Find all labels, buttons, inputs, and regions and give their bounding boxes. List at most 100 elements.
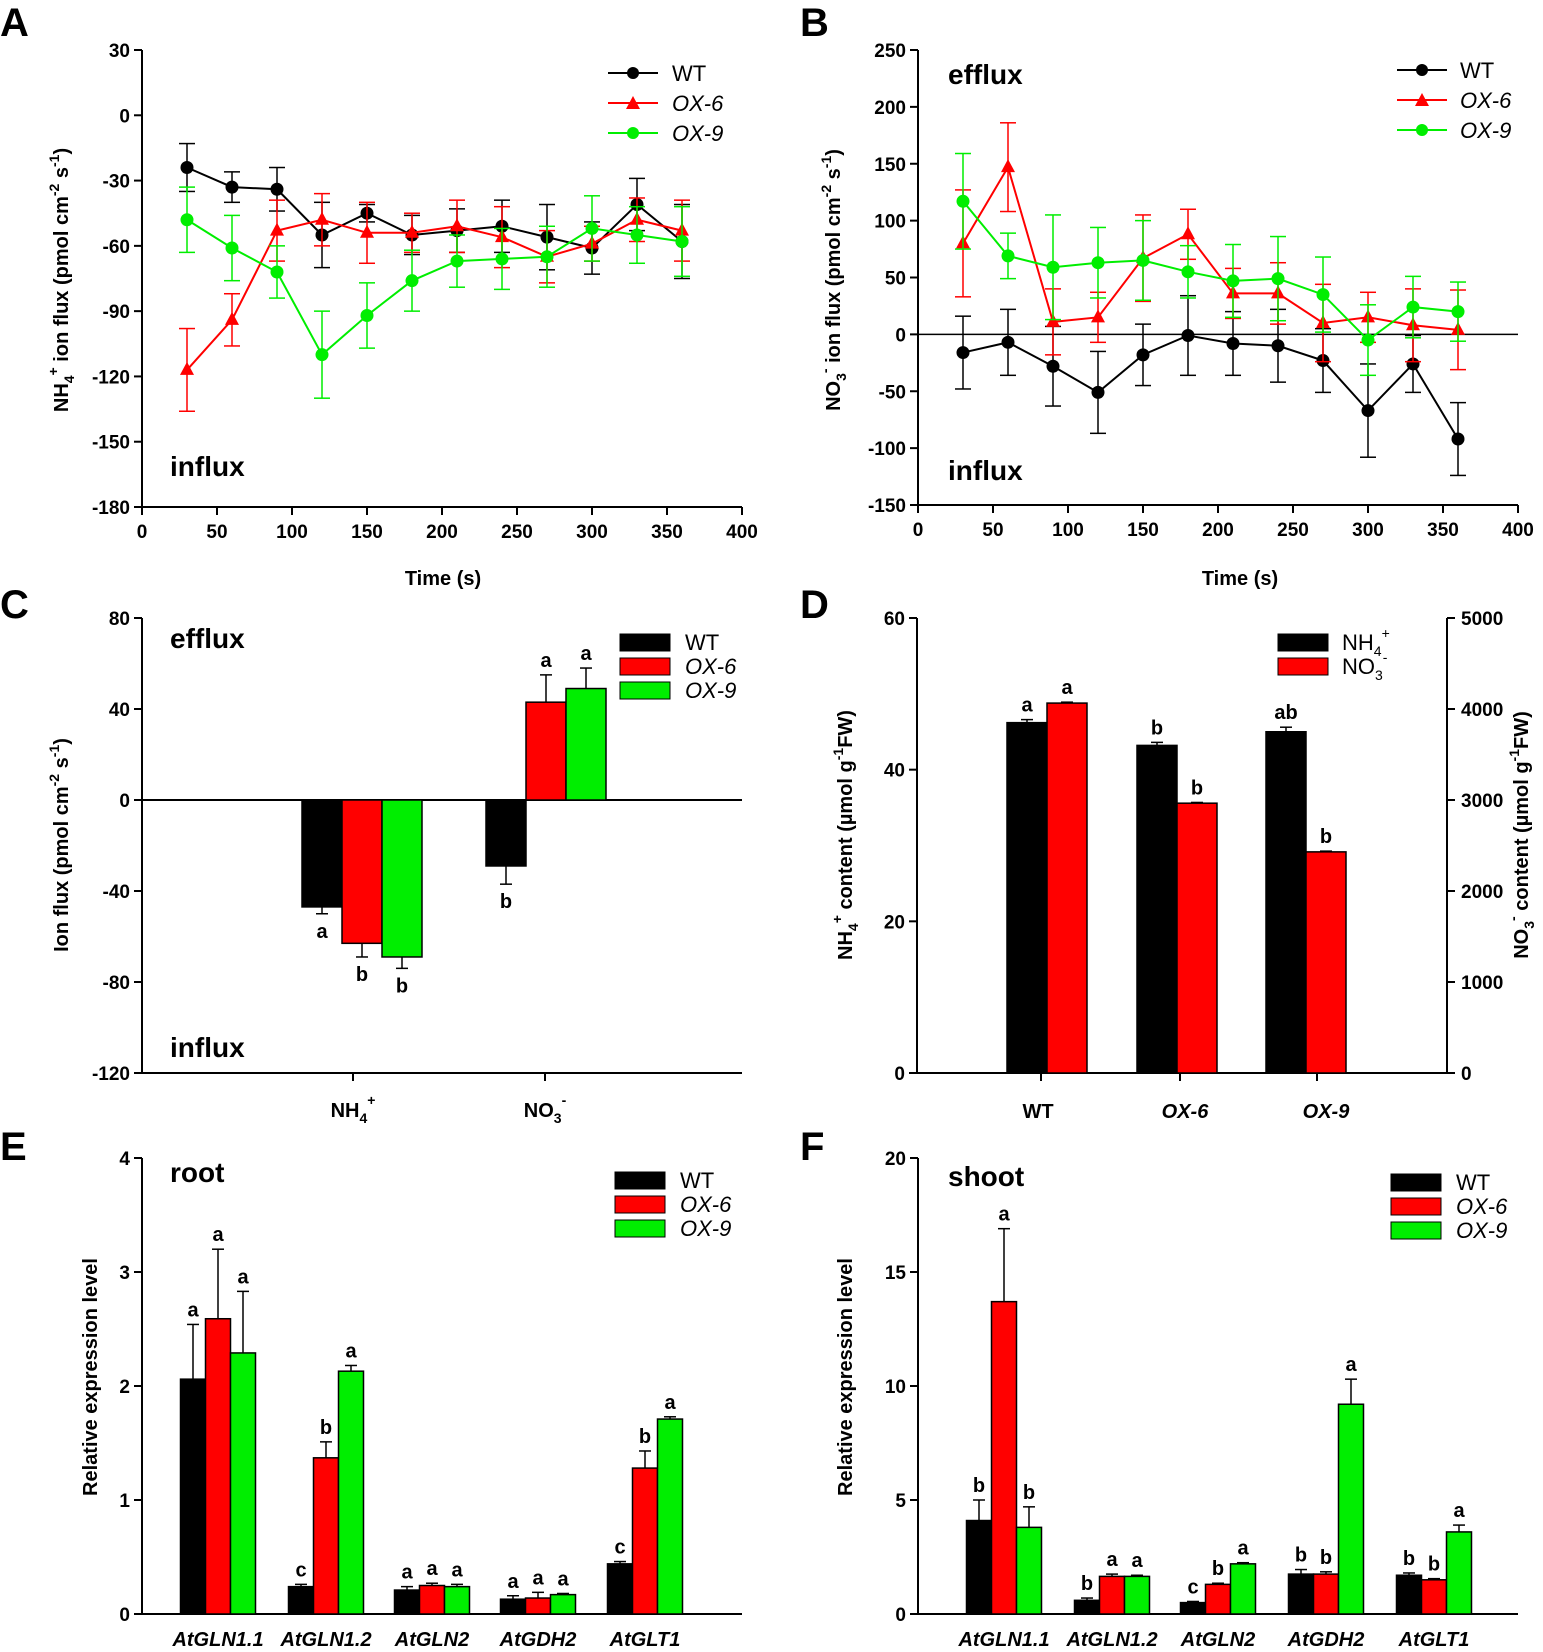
panel-a-series-ox-9-point (405, 274, 419, 288)
panel-b-xtick-label-200: 200 (1202, 520, 1234, 541)
panel-e-bar-atgdh2-wt-sig-label: a (507, 1571, 519, 1593)
panel-b-xtick-label-350: 350 (1427, 520, 1459, 541)
panel-e-bar-atgln1-1-ox-9-sig-label: a (237, 1266, 249, 1288)
panel-a-series-ox-9-point (360, 308, 374, 322)
panel-b-series-ox-9-point (1451, 305, 1465, 319)
panel-a-x-axis-title: Time (s) (405, 568, 481, 590)
panel-d-bar-wt-no3 (1046, 702, 1088, 1074)
panel-b-series-ox-9-line (962, 200, 1459, 342)
panel-b-series-ox-9-point (956, 194, 970, 208)
panel-c-efflux-label: efflux (170, 623, 245, 654)
panel-f-bar-atgln2-ox-9-sig-label: a (1237, 1538, 1249, 1560)
panel-f-title: shoot (948, 1161, 1024, 1192)
panel-f-category-atgdh2: AtGDH2 (1287, 1629, 1365, 1651)
panel-f-category-atgln2: AtGLN2 (1180, 1629, 1255, 1651)
panel-d-ytick-label-right-1000: 1000 (1461, 973, 1503, 994)
panel-a-series-ox-9-point (540, 250, 554, 264)
panel-b-series-wt-point (1136, 348, 1150, 362)
panel-a-series-ox-9-point (225, 241, 239, 255)
panel-d-ytick-label-right-4000: 4000 (1461, 700, 1503, 721)
panel-e-category-atglt1: AtGLT1 (609, 1629, 681, 1651)
panel-f-legend-swatch-ox6 (1390, 1197, 1442, 1216)
panel-f-bar-atgln1-1-ox-6-sig-label: a (998, 1204, 1010, 1226)
panel-b-series-ox-9-point (1271, 272, 1285, 286)
panel-a-ytick-label-60: -60 (103, 237, 130, 258)
panel-a-y-axis-title: NH4+ ion flux (pmol cm-2 s-1) (45, 148, 77, 412)
panel-e-category-atgln1-1: AtGLN1.1 (171, 1629, 263, 1651)
panel-e-ytick-label-0: 0 (119, 1605, 130, 1626)
panel-d-bar-ox-6-nh4-sig-label: b (1151, 717, 1163, 739)
panel-b-series-wt-point (1046, 359, 1060, 373)
panel-b-efflux-label: efflux (948, 59, 1023, 90)
panel-a-ytick-label-180: -180 (92, 498, 130, 519)
panel-d-bar-ox-6-no3-sig-label: b (1191, 777, 1203, 799)
panel-e-bar-atglt1-wt-sig-label: c (614, 1537, 625, 1559)
panel-f-bar-atgdh2-ox-9-sig-label: a (1345, 1354, 1357, 1376)
panel-e-legend-swatch-wt (614, 1171, 666, 1190)
panel-a-ytick-label-30: 30 (109, 41, 130, 62)
panel-f-bar-atgln2-ox-6-sig-label: b (1212, 1558, 1224, 1580)
panel-c-legend-swatch-ox6 (619, 657, 671, 676)
panel-a-legend-ox9: OX-9 (672, 121, 723, 146)
panel-label-b: B (800, 1, 829, 45)
panel-label-f: F (800, 1125, 824, 1169)
panel-f-ytick-label-5: 5 (895, 1491, 906, 1512)
panel-f-bar-atgln2-ox-6 (1204, 1583, 1232, 1615)
panel-e-bar-atgdh2-ox-6 (524, 1597, 552, 1615)
panel-f-ytick-label-20: 20 (885, 1149, 906, 1170)
panel-e-bar-atgln1-1-wt (179, 1378, 207, 1615)
panel-d-category-ox6: OX-6 (1162, 1101, 1210, 1123)
panel-e-bar-atgln2-ox-6-sig-label: a (426, 1558, 438, 1580)
panel-e-bar-atgdh2-wt (499, 1598, 527, 1615)
panel-d-bar-ox-9-no3 (1305, 851, 1347, 1074)
panel-d-bar-ox-6-nh4 (1136, 744, 1178, 1074)
panel-f-bar-atgln1-2-ox-6 (1098, 1575, 1126, 1615)
panel-d-bar-wt-nh4 (1006, 721, 1048, 1074)
panel-a-xtick-label-250: 250 (501, 522, 533, 543)
panel-a-ytick-label-30: -30 (103, 172, 130, 193)
panel-d-legend: NH4+ NO3- (1277, 625, 1390, 683)
panel-e-legend-swatch-ox6 (614, 1195, 666, 1214)
panel-f-legend-ox6: OX-6 (1456, 1194, 1508, 1219)
panel-d-bar-ox-6-no3 (1176, 802, 1218, 1074)
panel-e-bar-atgln2-wt (393, 1589, 421, 1615)
panel-f-category-atgln1-2: AtGLN1.2 (1065, 1629, 1157, 1651)
panel-a-xtick-label-300: 300 (576, 522, 608, 543)
panel-d-ytick-label-40: 40 (884, 761, 905, 782)
panel-a-influx-label: influx (170, 451, 245, 482)
panel-f-bar-atgdh2-ox-6-sig-label: b (1320, 1547, 1332, 1569)
panel-d-ytick-label-right-0: 0 (1461, 1064, 1472, 1085)
panel-b-series-wt-point (1271, 339, 1285, 353)
panel-f-ytick-label-10: 10 (885, 1377, 906, 1398)
panel-b-legend: WT OX-6 OX-9 (1397, 58, 1512, 143)
panel-b-series-ox-9-point (1361, 333, 1375, 347)
panel-b-series-wt-line (962, 334, 1459, 440)
panel-e-bar-atgln2-ox-6 (418, 1584, 446, 1615)
panel-f-legend-wt: WT (1456, 1170, 1490, 1195)
panel-d-legend-no3: NO3- (1342, 649, 1388, 683)
panel-e-bar-atglt1-ox-6 (631, 1467, 659, 1615)
panel-b-series-wt-point (1451, 432, 1465, 446)
panel-a-xtick-label-100: 100 (276, 522, 308, 543)
panel-c-bar-no3-wt (485, 799, 527, 867)
panel-a-series-ox-9-point (180, 213, 194, 227)
panel-d-ytick-label-60: 60 (884, 609, 905, 630)
panel-b-series-wt-point (956, 346, 970, 360)
panel-f-bar-atgln1-2-ox-9 (1123, 1575, 1151, 1615)
panel-f-bar-atgln1-1-wt (965, 1519, 993, 1615)
panel-c-y-axis-title: Ion flux (pmol cm-2 s-1) (46, 738, 73, 952)
panel-e-y-axis-title: Relative expression level (80, 1258, 102, 1496)
panel-b-series-wt-point (1181, 329, 1195, 343)
panel-f-bar-atgln1-1-wt-sig-label: b (973, 1475, 985, 1497)
panel-e-bar-atgln2-ox-9-sig-label: a (451, 1559, 463, 1581)
panel-b-series-ox-6-point (1001, 159, 1015, 173)
panel-b-series-ox-6-point (1181, 226, 1195, 240)
panel-b-ytick-label-200: 200 (874, 98, 906, 119)
panel-a-xtick-label-200: 200 (426, 522, 458, 543)
panel-c-category-no3: NO3- (524, 1092, 567, 1126)
panel-b-series-ox-9-point (1136, 253, 1150, 267)
panel-b-legend-marker-ox6 (1415, 93, 1429, 106)
panel-b-ytick-label-100: 100 (874, 212, 906, 233)
